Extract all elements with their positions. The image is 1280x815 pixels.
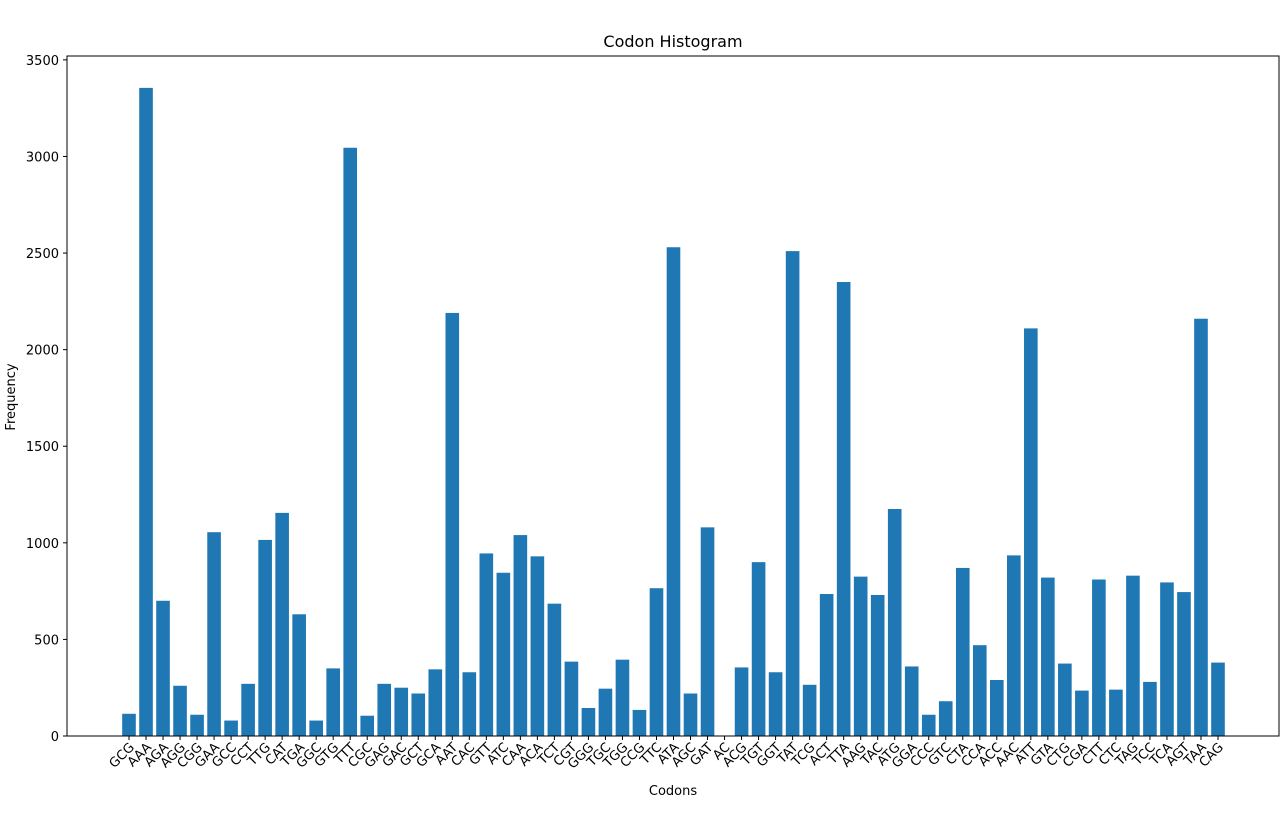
bar-aaa xyxy=(139,87,153,737)
bar-agc xyxy=(683,693,698,736)
x-axis: GCGAAAAGAAGGCGGGAAGCCCCTTTGCATTGAGGCGTGT… xyxy=(107,736,1227,772)
y-axis: 0 500 1000 1500 2000 2500 3000 3500 xyxy=(26,54,67,745)
bar-cgc xyxy=(360,715,375,736)
bar-aag xyxy=(853,576,868,737)
bar-gct xyxy=(411,693,426,736)
bar-tct xyxy=(547,603,562,736)
bar-cat xyxy=(275,512,289,737)
bar-gag xyxy=(377,683,392,736)
x-axis-label: Codons xyxy=(649,784,697,799)
bar-tag xyxy=(1126,575,1140,736)
bar-acc xyxy=(989,679,1004,736)
bar-tga xyxy=(292,614,306,736)
bar-aga xyxy=(156,600,170,736)
chart-title: Codon Histogram xyxy=(603,32,742,51)
bar-gtt xyxy=(479,553,494,736)
y-axis-label: Frequency xyxy=(4,363,19,430)
bar-taa xyxy=(1194,318,1208,736)
y-tick-label: 3000 xyxy=(26,150,59,165)
bar-ccc xyxy=(921,714,936,736)
y-tick-label: 3500 xyxy=(26,54,59,69)
bar-gtg xyxy=(326,668,340,736)
bar-gcg xyxy=(122,713,136,736)
bar-atg xyxy=(887,509,902,736)
bar-tgc xyxy=(598,688,613,736)
bar-tcc xyxy=(1143,681,1157,736)
bar-caa xyxy=(513,535,528,736)
y-tick-label: 1000 xyxy=(26,537,59,552)
y-tick-label: 500 xyxy=(34,633,59,648)
bar-tgt xyxy=(751,562,766,736)
bar-ccg xyxy=(632,709,647,736)
bar-att xyxy=(1024,328,1038,736)
bar-ggt xyxy=(768,672,783,736)
bar-gca xyxy=(428,669,443,736)
bar-gaa xyxy=(207,532,221,736)
bar-cta xyxy=(955,567,970,736)
bar-cgt xyxy=(564,661,579,737)
bar-ctc xyxy=(1109,689,1123,736)
bar-tta xyxy=(836,282,851,736)
y-tick-label: 1500 xyxy=(26,440,59,455)
bar-tgg xyxy=(615,659,630,736)
y-tick-label: 0 xyxy=(51,730,59,745)
bar-ttt xyxy=(343,147,358,736)
bar-cac xyxy=(462,672,477,736)
bar-aca xyxy=(530,556,545,736)
bars-group xyxy=(122,87,1225,737)
bar-tat xyxy=(785,251,800,737)
bar-acg xyxy=(734,667,749,736)
bar-gta xyxy=(1041,577,1055,736)
bar-ata xyxy=(666,247,681,736)
bar-tac xyxy=(870,594,885,736)
bar-cga xyxy=(1075,690,1089,736)
bar-ttg xyxy=(258,539,272,736)
bar-tca xyxy=(1160,582,1174,736)
bar-cgg xyxy=(190,714,204,736)
bar-aat xyxy=(445,312,460,736)
y-tick-label: 2000 xyxy=(26,344,59,359)
bar-atc xyxy=(496,572,511,736)
bar-ttc xyxy=(649,588,664,736)
bar-act xyxy=(819,594,834,736)
bar-aac xyxy=(1007,555,1021,737)
plot-frame xyxy=(66,55,1280,737)
bar-gat xyxy=(700,527,715,736)
bar-cct xyxy=(241,683,255,736)
bar-gtc xyxy=(938,701,953,736)
bar-cag xyxy=(1211,662,1225,736)
y-tick-label: 2500 xyxy=(26,247,59,262)
bar-ctt xyxy=(1092,579,1106,736)
bar-agg xyxy=(173,685,187,736)
bar-gcc xyxy=(224,720,238,736)
bar-ctg xyxy=(1058,663,1072,736)
bar-ggg xyxy=(581,707,596,736)
bar-agt xyxy=(1177,592,1191,736)
bar-gga xyxy=(904,666,919,736)
bar-cca xyxy=(972,645,987,736)
bar-gac xyxy=(394,687,409,736)
bar-ggc xyxy=(309,720,323,736)
bar-tcg xyxy=(802,684,817,736)
